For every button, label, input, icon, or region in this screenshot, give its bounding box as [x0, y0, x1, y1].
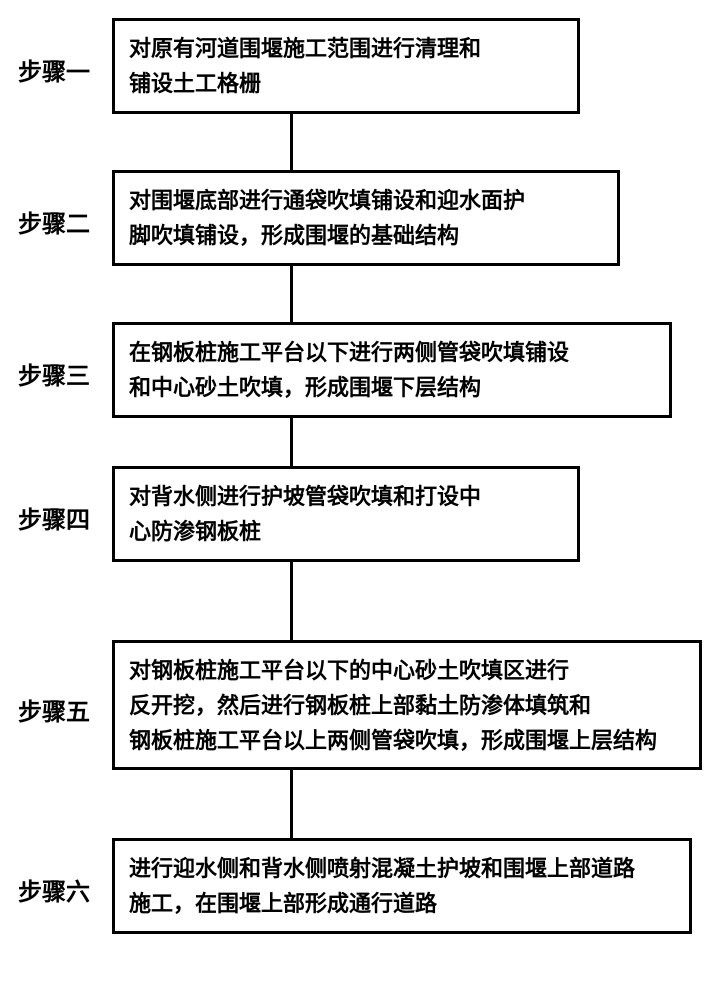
connector-4-5 — [290, 562, 293, 640]
step-5-line-3: 钢板桩施工平台以上两侧管袋吹填，形成围堰上层结构 — [129, 723, 685, 758]
step-3-box: 在钢板桩施工平台以下进行两侧管袋吹填铺设 和中心砂土吹填，形成围堰下层结构 — [112, 322, 672, 418]
step-4-box: 对背水侧进行护坡管袋吹填和打设中 心防渗钢板桩 — [112, 466, 580, 562]
connector-2-3 — [290, 266, 293, 322]
step-2-label: 步骤二 — [18, 204, 90, 239]
step-6-line-1: 进行迎水侧和背水侧喷射混凝土护坡和围堰上部道路 — [129, 851, 675, 886]
flowchart-container: 步骤一 对原有河道围堰施工范围进行清理和 铺设土工格栅 步骤二 对围堰底部进行通… — [0, 0, 724, 1000]
step-4-line-1: 对背水侧进行护坡管袋吹填和打设中 — [129, 479, 563, 514]
step-3-line-1: 在钢板桩施工平台以下进行两侧管袋吹填铺设 — [129, 335, 655, 370]
step-5-line-2: 反开挖，然后进行钢板桩上部黏土防渗体填筑和 — [129, 688, 685, 723]
step-6-label: 步骤六 — [18, 872, 90, 907]
step-1-line-2: 铺设土工格栅 — [129, 66, 563, 101]
step-5-box: 对钢板桩施工平台以下的中心砂土吹填区进行 反开挖，然后进行钢板桩上部黏土防渗体填… — [112, 640, 702, 770]
connector-1-2 — [290, 114, 293, 170]
step-5-line-1: 对钢板桩施工平台以下的中心砂土吹填区进行 — [129, 653, 685, 688]
step-6-line-2: 施工，在围堰上部形成通行道路 — [129, 886, 675, 921]
connector-3-4 — [290, 418, 293, 466]
step-3-label: 步骤三 — [18, 356, 90, 391]
step-5-label: 步骤五 — [18, 692, 90, 727]
step-4-line-2: 心防渗钢板桩 — [129, 514, 563, 549]
step-2-box: 对围堰底部进行通袋吹填铺设和迎水面护 脚吹填铺设，形成围堰的基础结构 — [112, 170, 620, 266]
connector-5-6 — [290, 770, 293, 838]
step-1-line-1: 对原有河道围堰施工范围进行清理和 — [129, 31, 563, 66]
step-1-box: 对原有河道围堰施工范围进行清理和 铺设土工格栅 — [112, 18, 580, 114]
step-6-box: 进行迎水侧和背水侧喷射混凝土护坡和围堰上部道路 施工，在围堰上部形成通行道路 — [112, 838, 692, 934]
step-1-label: 步骤一 — [18, 52, 90, 87]
step-3-line-2: 和中心砂土吹填，形成围堰下层结构 — [129, 370, 655, 405]
step-2-line-2: 脚吹填铺设，形成围堰的基础结构 — [129, 218, 603, 253]
step-2-line-1: 对围堰底部进行通袋吹填铺设和迎水面护 — [129, 183, 603, 218]
step-4-label: 步骤四 — [18, 500, 90, 535]
